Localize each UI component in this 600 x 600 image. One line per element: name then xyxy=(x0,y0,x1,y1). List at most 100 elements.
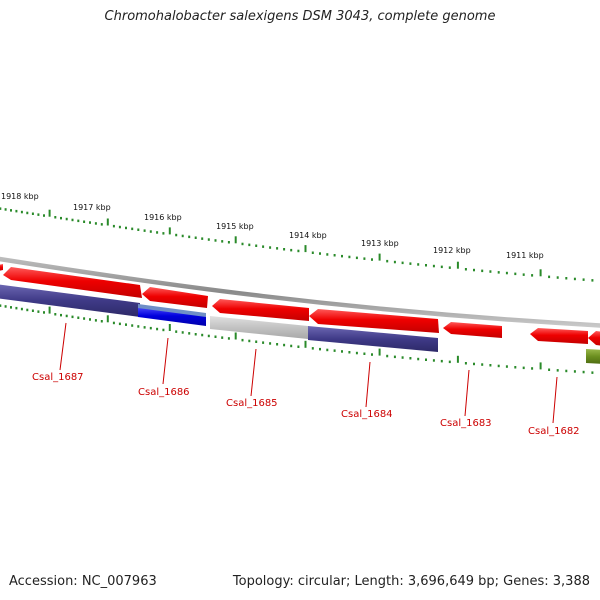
gene-label[interactable]: Csal_1687 xyxy=(32,372,84,383)
gene-arrow-forward[interactable] xyxy=(530,328,588,344)
gene-label[interactable]: Csal_1684 xyxy=(341,409,393,420)
gene-label[interactable]: Csal_1685 xyxy=(226,398,278,409)
minor-tick xyxy=(221,336,224,339)
minor-tick xyxy=(60,313,62,317)
kbp-label: 1918 kbp xyxy=(1,192,39,201)
minor-tick xyxy=(417,357,420,361)
kbp-label: 1911 kbp xyxy=(506,251,544,260)
minor-tick xyxy=(409,262,412,265)
minor-tick xyxy=(522,366,525,370)
gene-arrow-reverse[interactable] xyxy=(308,326,438,352)
minor-tick xyxy=(448,266,451,269)
minor-tick xyxy=(556,276,559,279)
minor-tick xyxy=(156,327,159,331)
major-tick xyxy=(234,332,237,340)
minor-tick xyxy=(505,365,508,368)
gene-leader-line xyxy=(552,376,558,424)
minor-tick xyxy=(143,326,146,329)
rna-gene-arrow[interactable] xyxy=(138,306,206,326)
minor-tick xyxy=(131,324,134,327)
pseudo-gene-arrow[interactable] xyxy=(210,316,308,339)
major-tick xyxy=(168,227,171,235)
minor-tick xyxy=(20,210,23,214)
kbp-label: 1917 kbp xyxy=(73,203,111,212)
kbp-label: 1916 kbp xyxy=(144,213,182,222)
gene-arrow-forward[interactable] xyxy=(212,299,309,321)
minor-tick xyxy=(497,364,500,368)
gene-arrow-forward[interactable] xyxy=(3,267,142,298)
gene-arrow-forward[interactable] xyxy=(443,322,502,338)
minor-tick xyxy=(26,308,29,312)
minor-tick xyxy=(181,234,184,238)
minor-tick xyxy=(591,371,594,374)
kbp-label: 1914 kbp xyxy=(289,231,327,240)
minor-tick xyxy=(43,311,45,314)
minor-tick xyxy=(89,221,91,224)
inner-scale-ruler xyxy=(0,304,594,374)
major-tick xyxy=(168,324,171,331)
minor-tick xyxy=(283,248,286,251)
minor-tick xyxy=(481,363,484,366)
kbp-label: 1912 kbp xyxy=(433,246,471,255)
major-tick xyxy=(48,209,51,217)
gene-label[interactable]: Csal_1683 xyxy=(440,418,492,429)
minor-tick xyxy=(276,343,279,346)
major-tick xyxy=(106,315,109,323)
minor-tick xyxy=(37,310,40,313)
gene-arrow-reverse[interactable] xyxy=(0,284,140,317)
minor-tick xyxy=(548,275,551,279)
minor-tick xyxy=(448,360,451,364)
minor-tick xyxy=(371,353,373,356)
minor-tick xyxy=(333,254,336,257)
gene-label[interactable]: Csal_1686 xyxy=(138,387,190,398)
feature-arrow[interactable] xyxy=(586,349,600,364)
minor-tick xyxy=(319,252,321,255)
minor-tick xyxy=(65,217,68,221)
minor-tick xyxy=(497,271,500,274)
minor-tick xyxy=(31,212,34,215)
minor-tick xyxy=(283,343,286,347)
major-tick xyxy=(539,269,542,277)
minor-tick xyxy=(355,351,358,355)
minor-tick xyxy=(131,227,134,231)
minor-tick xyxy=(143,229,146,232)
gene-arrow-forward[interactable] xyxy=(309,309,439,333)
minor-tick xyxy=(297,345,300,348)
minor-tick xyxy=(531,367,534,370)
gene-label[interactable]: Csal_1682 xyxy=(528,426,580,437)
minor-tick xyxy=(565,369,568,373)
minor-tick xyxy=(71,218,74,222)
minor-tick xyxy=(425,264,427,267)
minor-tick xyxy=(60,216,62,220)
minor-tick xyxy=(227,241,230,244)
minor-tick xyxy=(573,277,576,281)
gene-arrow-forward[interactable] xyxy=(0,264,3,271)
minor-tick xyxy=(297,249,300,253)
minor-tick xyxy=(10,209,12,212)
minor-tick xyxy=(221,240,224,243)
minor-tick xyxy=(83,220,86,223)
minor-tick xyxy=(556,369,559,372)
gene-arrow-forward[interactable] xyxy=(142,287,208,308)
minor-tick xyxy=(54,216,57,219)
minor-tick xyxy=(386,259,389,263)
minor-tick xyxy=(363,257,366,260)
gene-leader-line xyxy=(250,348,257,397)
minor-tick xyxy=(181,331,184,334)
minor-tick xyxy=(43,214,45,217)
minor-tick xyxy=(582,370,585,374)
major-tick xyxy=(106,218,109,226)
minor-tick xyxy=(262,341,265,344)
minor-tick xyxy=(100,320,103,323)
minor-tick xyxy=(386,354,389,358)
minor-tick xyxy=(319,347,321,351)
minor-tick xyxy=(290,248,293,252)
minor-tick xyxy=(118,225,121,229)
minor-tick xyxy=(37,213,40,216)
minor-tick xyxy=(4,305,7,308)
minor-tick xyxy=(255,244,258,247)
minor-tick xyxy=(348,351,351,354)
gene-arrow-forward[interactable] xyxy=(588,331,600,346)
minor-tick xyxy=(0,304,2,307)
